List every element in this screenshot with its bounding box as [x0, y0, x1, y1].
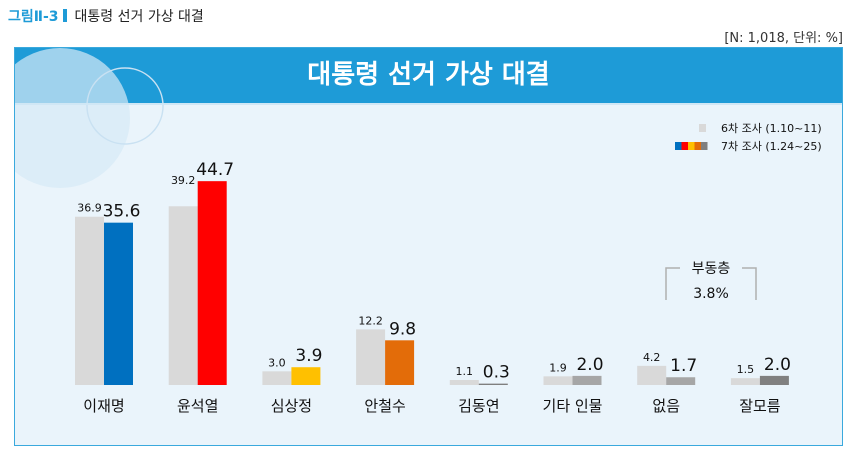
legend-swatch-survey7 [701, 142, 708, 150]
bar-survey7-5 [478, 383, 508, 385]
legend-swatch-survey7 [688, 142, 695, 150]
value-label-survey7: 2.0 [576, 355, 603, 375]
category-label: 잘모름 [739, 397, 781, 415]
legend-swatch-survey6 [699, 124, 706, 132]
bar-survey7-3 [291, 367, 321, 385]
value-label-survey7: 1.7 [670, 356, 697, 376]
bar-survey7-8 [759, 375, 789, 385]
decorative-circle [15, 48, 130, 188]
value-label-survey7: 3.9 [295, 346, 322, 366]
category-label: 윤석열 [177, 397, 218, 415]
value-label-survey7: 35.6 [103, 202, 141, 222]
bar-survey6-5 [449, 379, 479, 385]
figure-caption-text: 대통령 선거 가상 대결 [74, 9, 204, 25]
category-label: 이재명 [83, 397, 124, 415]
caption-divider [62, 9, 67, 22]
value-label-survey6: 39.2 [171, 174, 196, 187]
decorative-ring [86, 67, 164, 145]
legend-label-survey7: 7차 조사 (1.24~25) [721, 140, 822, 153]
value-label-survey6: 1.9 [549, 361, 567, 374]
sample-unit-note: [N: 1,018, 단위: %] [724, 31, 843, 46]
bar-survey6-2 [168, 206, 198, 385]
chart-frame: 대통령 선거 가상 대결 36.9 35.6 이재명 39.2 44.7 윤석열 3.0 3.… [14, 47, 843, 446]
value-label-survey6: 12.2 [358, 314, 383, 327]
chart-title: 대통령 선거 가상 대결 [307, 60, 550, 90]
banner-shadow [15, 103, 842, 105]
bar-survey7-7 [666, 377, 696, 385]
value-label-survey6: 36.9 [77, 202, 102, 215]
bar-survey6-4 [356, 329, 386, 385]
annotation-label: 부동층 [692, 261, 731, 277]
value-label-survey7: 44.7 [196, 160, 234, 180]
legend-label-survey6: 6차 조사 (1.10~11) [721, 122, 822, 135]
category-label: 기타 인물 [543, 397, 603, 415]
value-label-survey7: 2.0 [764, 355, 791, 375]
value-label-survey7: 0.3 [483, 363, 510, 383]
category-label: 심상정 [271, 397, 312, 415]
annotation-bracket-left [665, 267, 680, 300]
category-label: 김동연 [458, 397, 499, 415]
figure-caption: 그림Ⅱ-3 대통령 선거 가상 대결 [8, 6, 204, 26]
value-label-survey6: 3.0 [268, 356, 286, 369]
value-label-survey6: 1.5 [737, 363, 755, 376]
bar-survey6-3 [262, 371, 292, 385]
legend-swatch-survey7 [681, 142, 688, 150]
bar-survey6-8 [730, 378, 760, 385]
category-label: 없음 [652, 397, 680, 415]
annotation-bracket-right [742, 267, 757, 300]
bar-survey7-6 [572, 375, 602, 385]
value-label-survey6: 4.2 [643, 351, 661, 364]
legend-swatch-survey7 [694, 142, 701, 150]
value-label-survey6: 1.1 [456, 365, 474, 378]
category-label: 안철수 [364, 397, 405, 415]
value-label-survey7: 9.8 [389, 319, 416, 339]
bar-survey7-2 [197, 181, 227, 385]
bar-survey7-4 [385, 340, 415, 385]
title-banner [15, 48, 842, 103]
bar-survey6-6 [543, 376, 573, 385]
annotation-value: 3.8% [693, 286, 729, 302]
bar-chart: 36.9 35.6 이재명 39.244.7 윤석열 3.0 3.9 심상정 12.2 9.8 안철… [15, 48, 842, 415]
legend-swatch-survey7 [675, 142, 682, 150]
bar-survey6-1 [75, 216, 104, 385]
bar-survey6-7 [637, 365, 667, 385]
figure-number: 그림Ⅱ-3 [8, 9, 59, 25]
bar-survey7-1 [104, 222, 133, 385]
